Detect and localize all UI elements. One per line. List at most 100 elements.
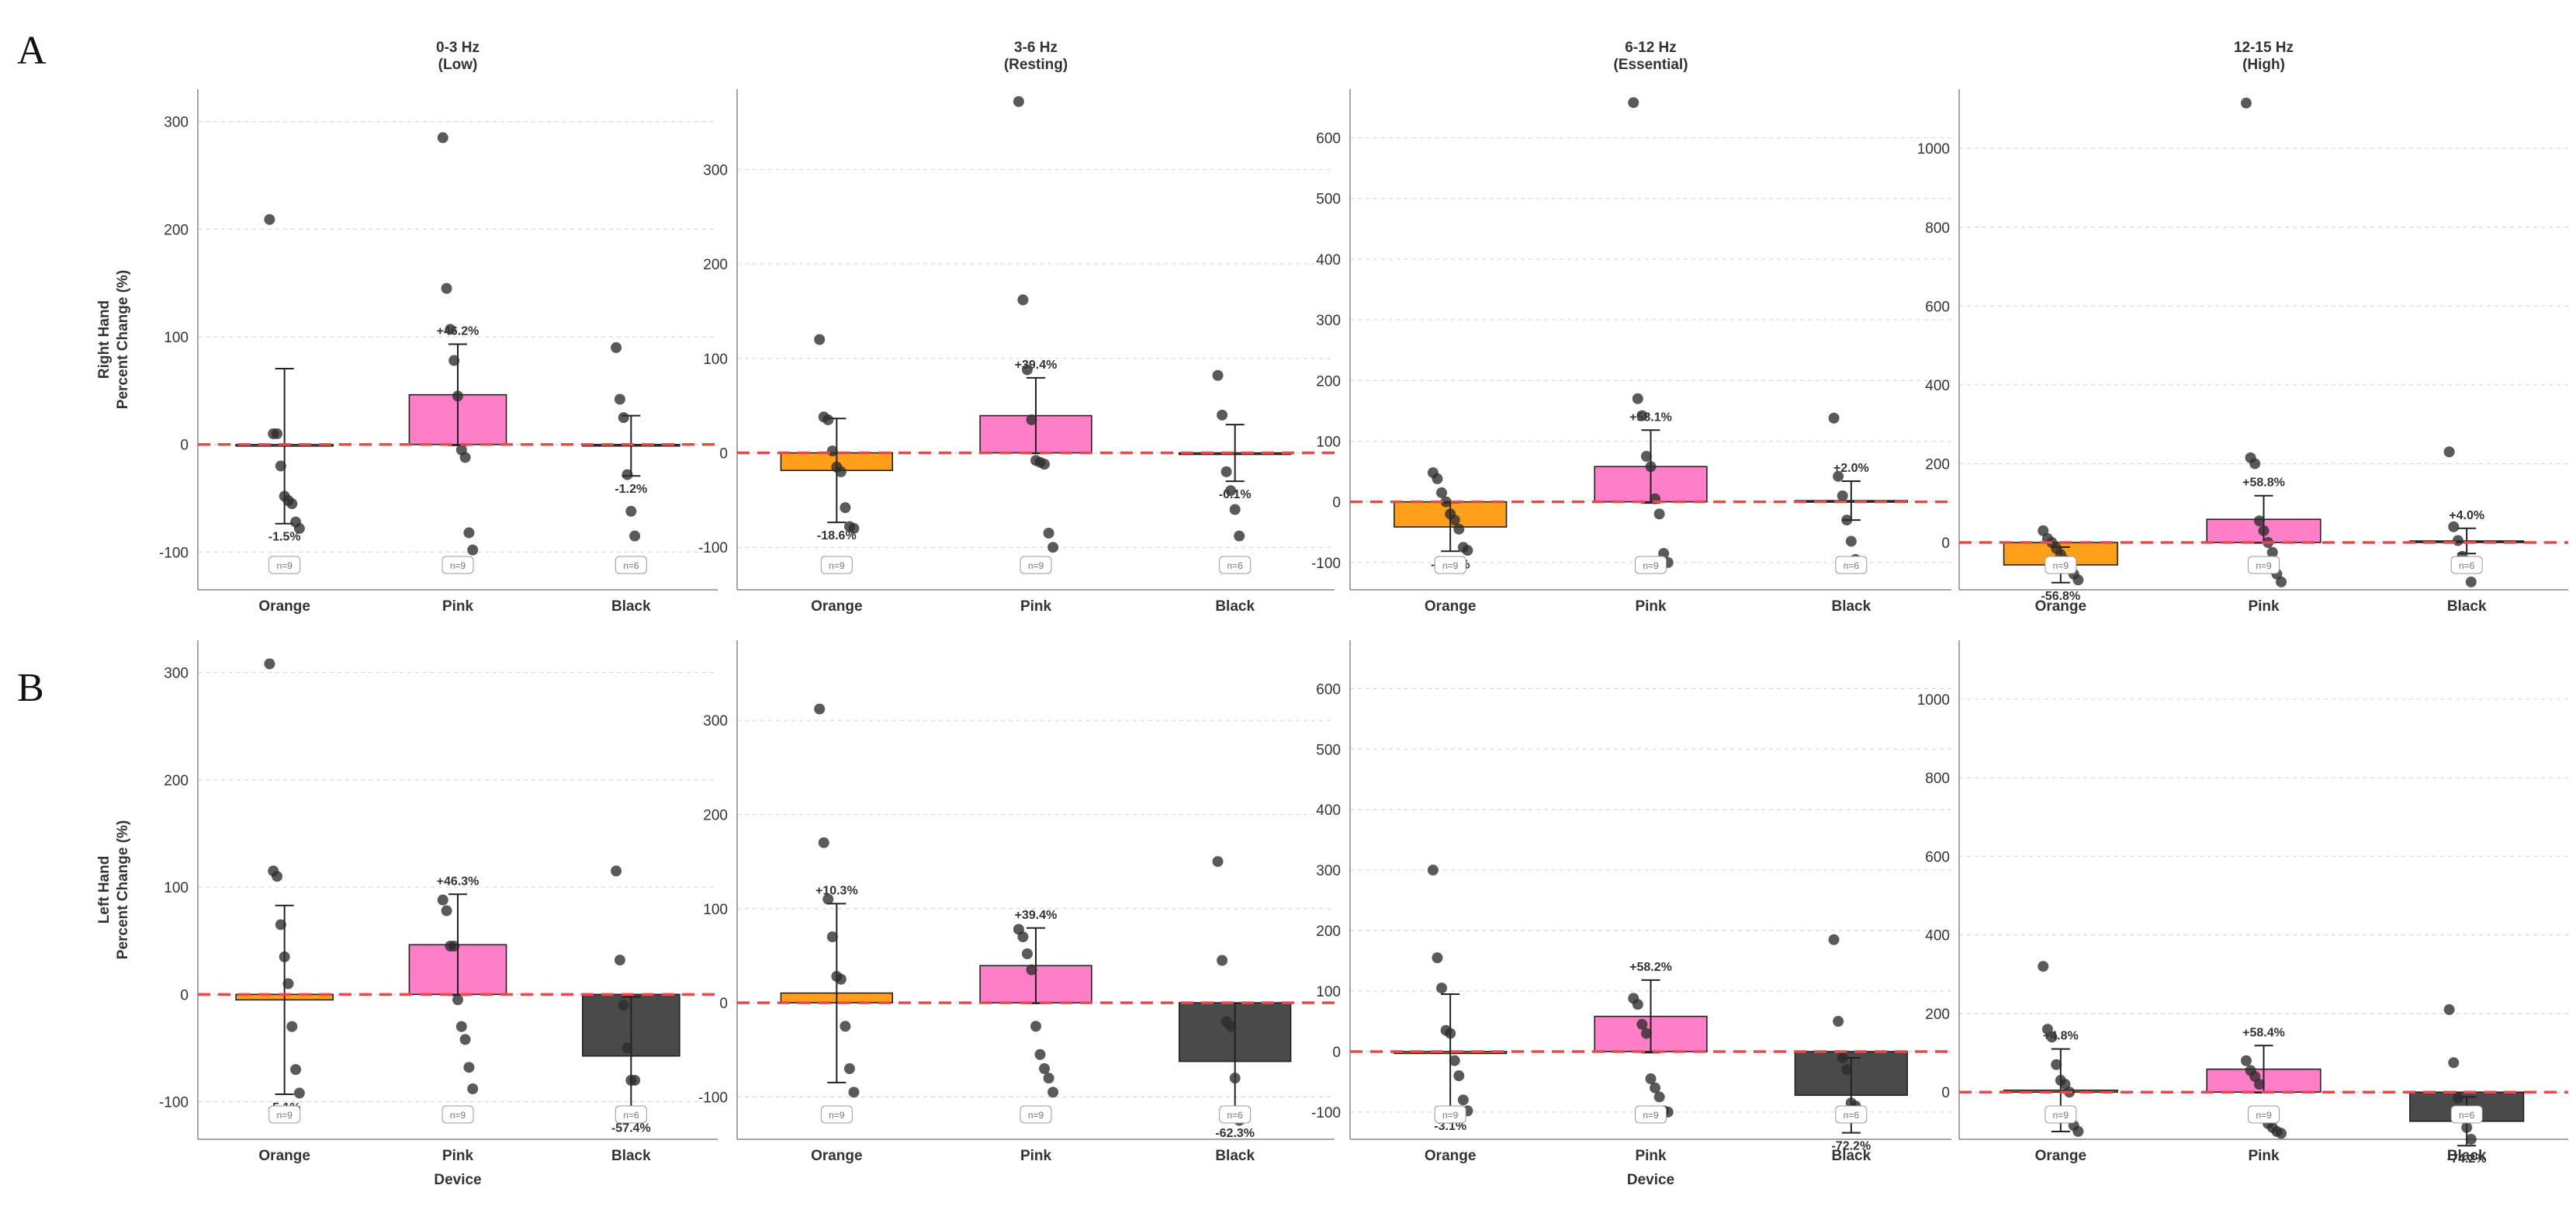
y-tick-label: 100	[1316, 984, 1341, 1000]
n-count-label: n=9	[1442, 560, 1459, 571]
data-point	[848, 522, 860, 534]
y-tick-label: 100	[703, 352, 728, 368]
data-point	[2249, 458, 2261, 470]
data-point	[282, 978, 294, 989]
data-point	[2452, 535, 2463, 546]
y-tick-label: 0	[1332, 495, 1341, 511]
value-label: -56.8%	[2041, 590, 2080, 603]
category-label: Black	[611, 1148, 651, 1164]
data-point	[1436, 983, 1448, 994]
category-label: Pink	[1635, 1148, 1667, 1164]
subplot-6: -100 0 100 200 300 +10.3% n=9 Orange +39.4% n=9 Pi…	[698, 640, 1335, 1164]
data-point	[1217, 955, 1228, 966]
n-badge	[1835, 556, 1868, 574]
y-tick-label: 500	[1316, 742, 1341, 758]
data-point	[1632, 393, 1643, 404]
y-tick-label: 300	[703, 713, 728, 730]
data-point	[1453, 1070, 1465, 1082]
data-point	[1217, 409, 1228, 421]
data-point	[1017, 931, 1029, 943]
data-point	[1653, 508, 1665, 520]
y-tick-label: -100	[698, 1090, 728, 1106]
data-point	[822, 414, 834, 425]
data-point	[1640, 1028, 1652, 1039]
data-point	[840, 502, 851, 514]
category-label: Black	[1215, 598, 1255, 615]
category-label: Black	[1215, 1148, 1255, 1164]
data-point	[848, 1087, 860, 1098]
data-point	[437, 132, 448, 144]
value-label: +2.0%	[1833, 462, 1869, 475]
n-badge	[1835, 1105, 1868, 1124]
data-point	[614, 393, 625, 405]
subplot-2: -100 0 100 200 300 3-6 Hz (Resting) -18.6% n=9 Or…	[698, 40, 1335, 615]
category-label: Pink	[442, 598, 474, 615]
n-badge	[1635, 1105, 1667, 1124]
y-tick-label: 200	[164, 773, 189, 789]
n-count-label: n=9	[450, 1110, 466, 1121]
value-label: +58.2%	[1629, 961, 1672, 974]
data-point	[621, 469, 633, 480]
data-point	[459, 452, 471, 463]
data-point	[275, 919, 286, 931]
data-point	[463, 527, 475, 539]
data-point	[467, 544, 479, 556]
data-point	[1653, 1091, 1665, 1103]
data-point	[2443, 1003, 2455, 1015]
data-point	[2253, 1079, 2265, 1090]
data-point	[452, 390, 463, 402]
data-point	[2452, 1092, 2463, 1104]
category-label: Pink	[1020, 1148, 1052, 1164]
data-point	[1445, 1028, 1456, 1039]
data-point	[1017, 294, 1029, 306]
data-point	[625, 505, 637, 517]
category-label: Orange	[811, 1148, 863, 1164]
data-point	[264, 658, 275, 670]
subplot-5: -100 0 100 200 300 Left Hand Percent Change (%…	[96, 640, 718, 1188]
n-badge	[1219, 1105, 1252, 1124]
y-tick-label: 800	[1925, 220, 1950, 237]
y-tick-label: -100	[159, 1095, 189, 1111]
value-label: +4.0%	[2449, 509, 2484, 522]
data-point	[629, 1074, 641, 1086]
n-count-label: n=9	[450, 560, 466, 571]
n-count-label: n=9	[2256, 560, 2272, 571]
data-point	[1021, 364, 1033, 376]
subplot-4: 0 200 400 600 800 1000 12-15 Hz (High) -56.8% n=9…	[1917, 40, 2568, 615]
category-label: Pink	[1020, 598, 1052, 615]
category-label: Black	[1831, 1148, 1871, 1164]
value-label: +39.4%	[1015, 359, 1058, 372]
n-count-label: n=6	[623, 1110, 639, 1121]
data-point	[1841, 515, 1853, 526]
data-point	[2240, 1055, 2252, 1066]
data-point	[1432, 952, 1443, 964]
data-point	[1645, 1073, 1657, 1085]
subplot-8: 0 200 400 600 800 1000 +4.8% n=9 Orange +58.4% n=9…	[1917, 640, 2568, 1166]
data-point	[818, 837, 829, 848]
data-point	[1047, 1087, 1059, 1098]
n-count-label: n=6	[1227, 1110, 1243, 1121]
data-point	[2253, 515, 2265, 527]
n-count-label: n=6	[623, 560, 639, 571]
y-tick-label: 0	[1941, 535, 1950, 552]
data-point	[1026, 414, 1037, 425]
data-point	[1034, 1048, 1046, 1060]
data-point	[618, 412, 629, 424]
y-tick-label: 0	[719, 996, 728, 1012]
data-point	[835, 466, 847, 477]
data-point	[437, 894, 448, 906]
y-tick-label: 400	[1925, 928, 1950, 944]
n-count-label: n=6	[2459, 560, 2475, 571]
data-point	[1039, 459, 1051, 470]
n-count-label: n=6	[1844, 560, 1860, 571]
data-point	[1043, 1073, 1054, 1084]
category-label: Orange	[258, 1148, 310, 1164]
data-point	[452, 994, 463, 1006]
n-badge	[820, 1105, 853, 1124]
x-axis-label: Device	[1627, 1172, 1674, 1188]
category-label: Orange	[2035, 598, 2087, 615]
data-point	[1225, 485, 1237, 497]
value-label: +58.8%	[2242, 477, 2285, 490]
n-count-label: n=9	[276, 1110, 293, 1121]
data-point	[290, 1064, 302, 1076]
